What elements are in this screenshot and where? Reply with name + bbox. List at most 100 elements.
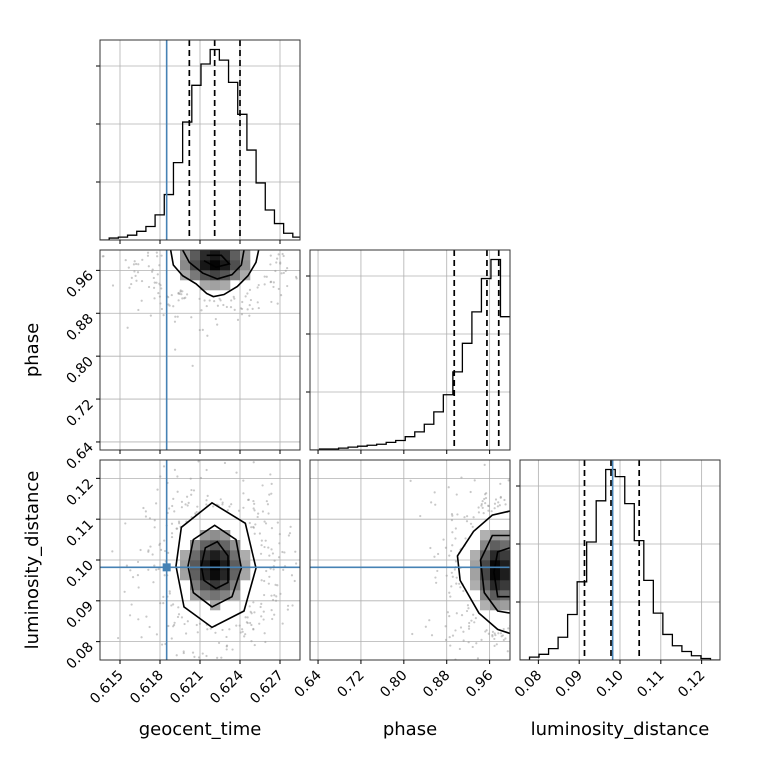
sample-point (149, 626, 151, 628)
y-tick-label-phase: 0.96 (63, 268, 96, 301)
sample-point (428, 619, 430, 621)
sample-point (163, 314, 165, 316)
sample-point (499, 504, 501, 506)
sample-point (451, 513, 453, 515)
x-tick-label-luminosity_distance: 0.08 (512, 668, 545, 701)
sample-point (307, 579, 309, 581)
sample-point (270, 281, 272, 283)
sample-point (447, 611, 449, 613)
sample-point (268, 555, 270, 557)
sample-point (205, 655, 207, 657)
sample-point (263, 618, 265, 620)
sample-point (168, 205, 170, 207)
sample-point (254, 644, 256, 646)
sample-point (228, 628, 230, 630)
sample-point (535, 590, 537, 592)
sample-point (466, 515, 468, 517)
sample-point (252, 500, 254, 502)
sample-point (153, 297, 155, 299)
sample-point (512, 504, 514, 506)
sample-point (167, 625, 169, 627)
sample-point (117, 637, 119, 639)
x-tick-label-geocent_time: 0.627 (247, 668, 287, 708)
sample-point (454, 629, 456, 631)
sample-point (303, 250, 305, 252)
sample-point (514, 625, 516, 627)
density-bin (190, 570, 200, 580)
sample-point (436, 570, 438, 572)
sample-point (139, 549, 141, 551)
sample-point (141, 300, 143, 302)
panel-luminosity-distance-vs-phase (310, 453, 572, 699)
sample-point (273, 281, 275, 283)
sample-point (261, 228, 263, 230)
sample-point (263, 594, 265, 596)
sample-point (478, 511, 480, 513)
sample-point (525, 513, 527, 515)
sample-point (458, 670, 460, 672)
sample-point (291, 574, 293, 576)
sample-point (169, 227, 171, 229)
sample-point (280, 294, 282, 296)
sample-point (511, 633, 513, 635)
sample-point (242, 507, 244, 509)
sample-point (153, 565, 155, 567)
sample-point (161, 308, 163, 310)
sample-point (551, 524, 553, 526)
sample-point (548, 484, 550, 486)
sample-point (271, 483, 273, 485)
sample-point (450, 585, 452, 587)
sample-point (196, 506, 198, 508)
sample-point (460, 476, 462, 478)
sample-point (477, 657, 479, 659)
sample-point (149, 545, 151, 547)
sample-point (168, 507, 170, 509)
sample-point (265, 570, 267, 572)
sample-point (192, 223, 194, 225)
sample-point (224, 211, 226, 213)
sample-point (197, 207, 199, 209)
sample-point (161, 232, 163, 234)
density-bin (500, 550, 510, 560)
sample-point (482, 661, 484, 663)
xlabel-phase: phase (383, 719, 437, 740)
sample-point (141, 259, 143, 261)
xlabel-geocent-time: geocent_time (139, 719, 262, 740)
sample-point (135, 280, 137, 282)
sample-point (137, 263, 139, 265)
x-tick-label-phase: 0.64 (292, 667, 325, 700)
sample-point (537, 453, 539, 455)
sample-point (460, 626, 462, 628)
density-bin (470, 580, 480, 590)
gridlines (120, 40, 280, 240)
sample-point (456, 493, 458, 495)
sample-point (474, 479, 476, 481)
sample-point (213, 300, 215, 302)
sample-point (528, 599, 530, 601)
sample-point (218, 218, 220, 220)
sample-point (158, 283, 160, 285)
sample-point (561, 595, 563, 597)
sample-point (238, 510, 240, 512)
density-bin (240, 550, 250, 560)
sample-point (231, 648, 233, 650)
sample-point (533, 511, 535, 513)
sample-point (271, 225, 273, 227)
sample-point (260, 544, 262, 546)
sample-point (501, 635, 503, 637)
sample-point (517, 624, 519, 626)
sample-point (220, 657, 222, 659)
sample-point (172, 498, 174, 500)
sample-point (271, 618, 273, 620)
sample-point (534, 548, 536, 550)
sample-point (507, 650, 509, 652)
sample-point (472, 614, 474, 616)
panel-phase-vs-geocent-time (80, 177, 337, 454)
sample-point (160, 549, 162, 551)
sample-point (303, 610, 305, 612)
sample-point (527, 620, 529, 622)
xlabel-luminosity-distance: luminosity_distance (531, 719, 710, 740)
y-tick-label-luminosity_distance: 0.08 (63, 639, 96, 672)
sample-point (495, 498, 497, 500)
sample-point (220, 498, 222, 500)
